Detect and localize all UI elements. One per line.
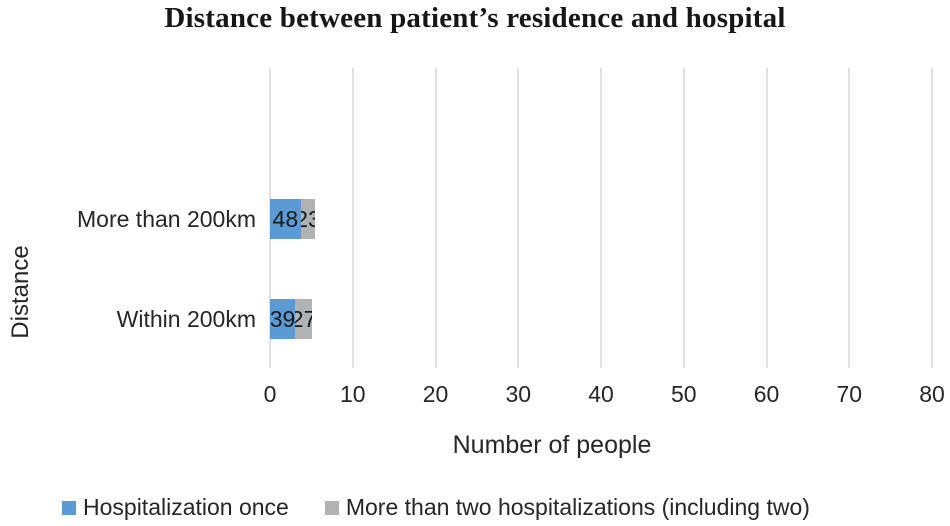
gridline <box>600 68 602 368</box>
legend-label: More than two hospitalizations (includin… <box>345 494 810 520</box>
category-label: More than 200km <box>77 206 256 232</box>
gridline <box>931 68 933 368</box>
plot-area: 48 23 39 27 <box>269 68 933 368</box>
gridline <box>765 68 768 368</box>
chart-title: Distance between patient’s residence and… <box>164 2 786 34</box>
legend-swatch-icon <box>62 500 76 515</box>
gridline <box>848 68 851 368</box>
legend-swatch-icon <box>324 500 339 515</box>
x-tick-label: 20 <box>422 381 449 407</box>
gridline <box>682 68 685 368</box>
bar-value-label: 27 <box>294 305 313 332</box>
bar-value-label: 39 <box>270 305 295 332</box>
x-tick-label: 40 <box>588 381 614 407</box>
bar-row: 48 23 <box>270 199 321 239</box>
legend-item: Hospitalization once <box>62 494 289 521</box>
x-tick-label: 60 <box>753 381 780 407</box>
legend: Hospitalization once More than two hospit… <box>62 494 810 521</box>
bar-row: 39 27 <box>270 299 321 339</box>
gridline <box>517 68 520 368</box>
legend-item: More than two hospitalizations (includin… <box>324 494 810 521</box>
bar-segment: 48 <box>270 199 301 239</box>
x-tick-label: 30 <box>505 381 532 407</box>
bar-segment: 39 <box>270 299 295 339</box>
gridline <box>351 68 354 368</box>
legend-label: Hospitalization once <box>83 494 289 520</box>
x-axis-label: Number of people <box>452 431 652 459</box>
gridline <box>434 68 437 368</box>
bar-value-label: 48 <box>272 205 299 232</box>
x-tick-label: 80 <box>919 381 945 407</box>
x-tick-label: 0 <box>263 381 277 407</box>
bar-value-label: 23 <box>300 205 316 232</box>
x-tick-label: 70 <box>836 381 863 407</box>
x-tick-label: 50 <box>670 381 697 407</box>
x-tick-label: 10 <box>339 381 366 407</box>
bar-segment: 23 <box>300 199 316 239</box>
category-label: Within 200km <box>116 306 256 332</box>
bar-segment: 27 <box>294 299 313 339</box>
